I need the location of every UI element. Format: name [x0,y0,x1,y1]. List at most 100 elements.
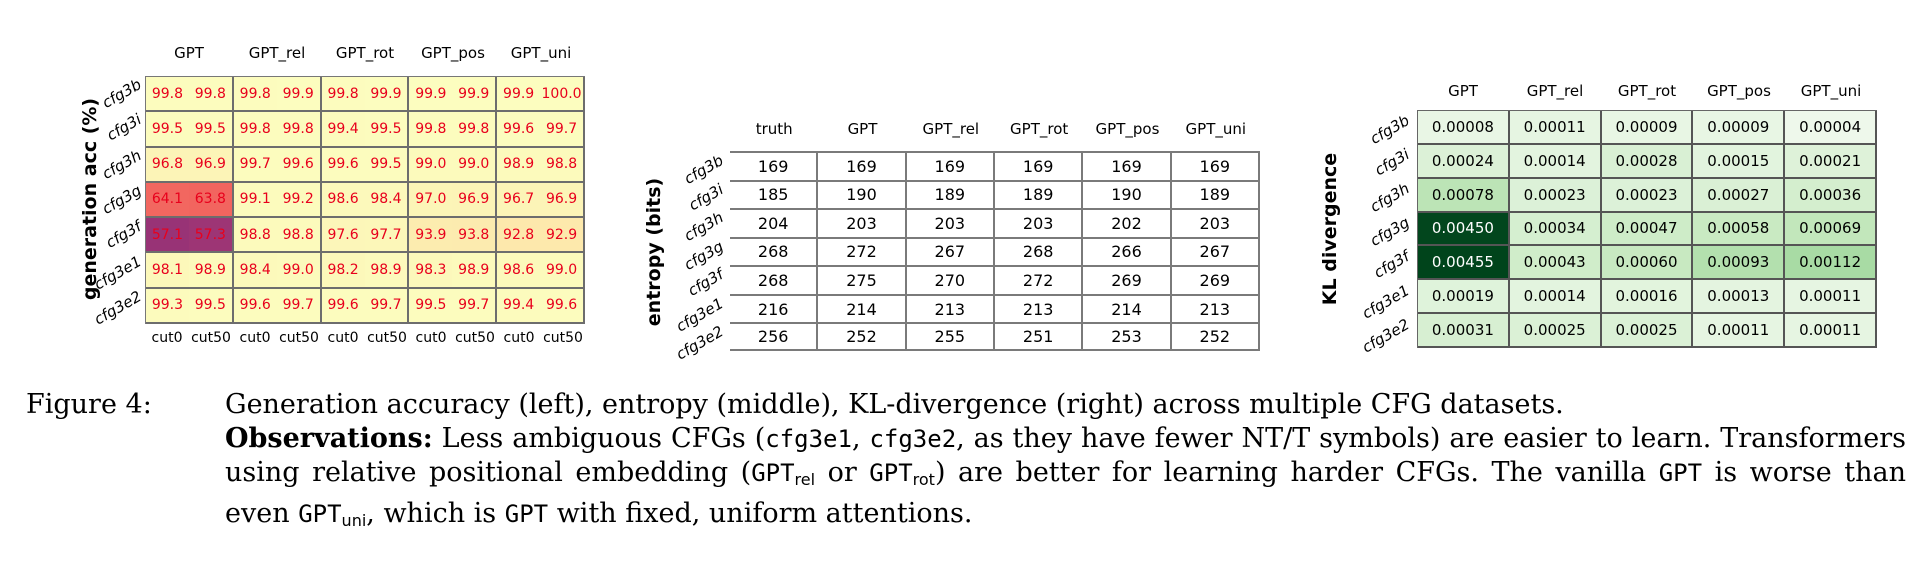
acc-value: 97.0 [409,182,453,217]
acc-col-gpt-rel: GPT_rel [248,44,306,62]
cut-label: cut50 [279,330,319,346]
cut-label: cut50 [543,330,583,346]
figure-caption: Figure 4: Generation accuracy (left), en… [26,388,1906,538]
code-gpt-rot: GPTrot [869,459,935,489]
acc-value: 99.8 [276,112,320,146]
entropy-value: 169 [1171,151,1260,180]
kl-value: 0.00014 [1509,144,1602,179]
entropy-value: 267 [906,236,995,266]
entropy-value: 268 [730,265,819,294]
acc-value: 96.9 [188,147,232,181]
acc-cell: 99.6 99.7 [497,112,585,148]
acc-value: 99.5 [188,112,232,146]
kl-value: 0.00024 [1418,144,1510,179]
acc-cell: 98.6 98.4 [321,182,410,219]
acc-value: 98.4 [364,182,408,217]
entropy-grid: 169 169 169 169 169 169 185 190 189 189 190 189 204 2… [730,151,1260,351]
acc-cell: 99.8 99.8 [233,112,322,148]
entropy-column-headers: truth GPT GPT_rel GPT_rot GPT_pos GPT_uni [730,120,1260,138]
entropy-value: 275 [818,265,907,294]
entropy-value: 169 [818,151,907,180]
entropy-value: 189 [1171,179,1260,209]
entropy-value: 203 [1171,208,1260,237]
acc-cell: 99.8 99.9 [321,77,410,113]
kl-value: 0.00060 [1601,246,1694,281]
kl-value: 0.00015 [1693,144,1786,179]
acc-col-gpt-uni: GPT_uni [510,44,572,62]
cut-label: cut0 [327,330,359,346]
acc-cell: 96.7 96.9 [497,182,585,219]
cut-label: cut50 [455,330,495,346]
entropy-value: 203 [995,208,1084,237]
kl-value: 0.00013 [1693,280,1786,315]
accuracy-column-headers: GPT GPT_rel GPT_rot GPT_pos GPT_uni [145,44,585,62]
acc-cell: 99.6 99.7 [321,288,410,324]
kl-value: 0.00043 [1509,246,1602,281]
entropy-value: 214 [818,293,907,323]
acc-cell: 98.1 98.9 [146,253,234,289]
kl-value: 0.00014 [1509,280,1602,315]
acc-value: 98.9 [497,147,541,181]
acc-value: 96.9 [452,182,496,217]
entropy-value: 203 [906,208,995,237]
acc-value: 99.0 [276,253,320,287]
cut-label-pair: cut0 cut50 [409,330,497,346]
acc-value: 99.8 [233,112,277,146]
kl-value: 0.00112 [1785,246,1877,281]
acc-value: 99.9 [409,77,453,111]
kl-value: 0.00023 [1509,178,1602,213]
acc-value: 99.7 [540,112,583,146]
acc-value: 98.4 [233,253,277,287]
kl-value: 0.00450 [1418,212,1510,247]
kl-column-headers: GPT GPT_rel GPT_rot GPT_pos GPT_uni [1417,82,1877,100]
cut-label-pair: cut0 cut50 [321,330,409,346]
kl-value: 0.00047 [1601,212,1694,247]
entropy-value: 266 [1083,236,1172,266]
acc-value: 98.3 [409,253,453,287]
acc-cell: 98.3 98.9 [409,253,498,289]
entropy-value: 272 [818,236,907,266]
entropy-value: 252 [1171,322,1260,351]
acc-value: 99.8 [233,77,277,111]
acc-value: 63.8 [188,182,232,217]
acc-value: 93.9 [409,218,453,252]
ent-col-gpt-uni: GPT_uni [1185,120,1247,138]
entropy-value: 269 [1171,265,1260,294]
kl-value: 0.00009 [1693,111,1786,145]
acc-cell: 99.6 99.5 [321,147,410,183]
kl-col-gpt: GPT [1448,82,1478,100]
kl-value: 0.00455 [1418,246,1510,281]
acc-value: 99.3 [146,288,189,322]
acc-value: 99.7 [452,288,496,322]
cut-label-pair: cut0 cut50 [233,330,321,346]
acc-value: 99.8 [146,77,189,111]
kl-value: 0.00025 [1509,314,1602,348]
code-gpt-rel: GPTrel [751,459,816,489]
acc-col-gpt-pos: GPT_pos [421,44,485,62]
acc-value: 96.9 [540,182,583,217]
acc-value: 93.8 [452,218,496,252]
acc-cell: 99.5 99.7 [409,288,498,324]
ent-col-gpt-rot: GPT_rot [1010,120,1069,138]
entropy-value: 255 [906,322,995,351]
acc-cell: 98.6 99.0 [497,253,585,289]
kl-value: 0.00011 [1785,314,1877,348]
acc-value: 99.6 [276,147,320,181]
acc-cell: 99.8 99.8 [146,77,234,113]
acc-value: 96.7 [497,182,541,217]
acc-value: 99.9 [452,77,496,111]
kl-value: 0.00009 [1601,111,1694,145]
entropy-value: 214 [1083,293,1172,323]
acc-cell: 99.9 99.9 [409,77,498,113]
accuracy-grid: 99.8 99.8 99.8 99.9 99.8 99.9 99.9 99.9 99.9 100.… [145,76,585,324]
acc-cell: 98.9 98.8 [497,147,585,183]
code-cfg3e1: cfg3e1 [765,425,852,453]
acc-cell: 97.0 96.9 [409,182,498,219]
acc-cell: 57.1 57.3 [146,218,234,254]
kl-value: 0.00078 [1418,178,1510,213]
acc-value: 99.9 [276,77,320,111]
acc-cell: 99.5 99.5 [146,112,234,148]
acc-value: 99.5 [364,112,408,146]
acc-value: 97.7 [364,218,408,252]
acc-value: 98.9 [188,253,232,287]
